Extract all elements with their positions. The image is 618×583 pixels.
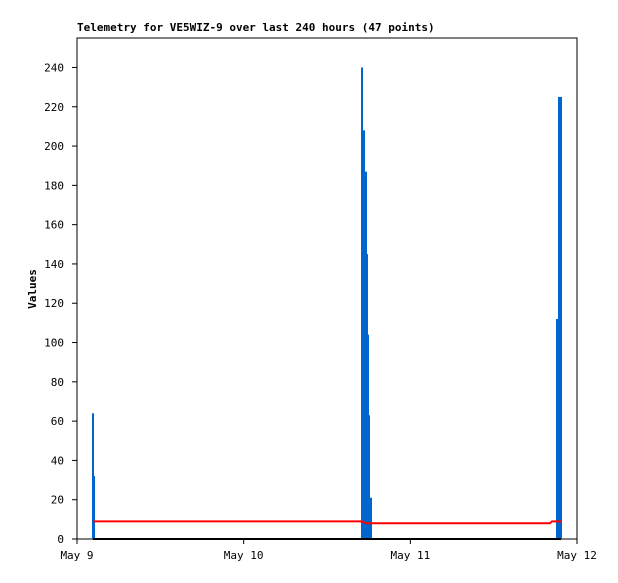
bar xyxy=(556,318,558,539)
x-tick-label: May 9 xyxy=(60,549,93,562)
y-tick-label: 40 xyxy=(51,454,64,467)
y-tick-label: 120 xyxy=(44,297,64,310)
bar xyxy=(363,130,365,539)
x-tick-label: May 11 xyxy=(390,549,430,562)
y-tick-label: 140 xyxy=(44,258,64,271)
y-tick-label: 100 xyxy=(44,337,64,350)
y-tick-label: 220 xyxy=(44,101,64,114)
bar xyxy=(368,415,370,539)
x-tick-label: May 12 xyxy=(557,549,597,562)
y-tick-label: 200 xyxy=(44,140,64,153)
line xyxy=(93,520,561,525)
y-tick-label: 80 xyxy=(51,376,64,389)
y-axis-label: Values xyxy=(26,269,39,309)
bar xyxy=(558,96,560,540)
chart-title: Telemetry for VE5WIZ-9 over last 240 hou… xyxy=(77,21,435,34)
bar xyxy=(560,96,562,540)
y-tick-label: 60 xyxy=(51,415,64,428)
bar xyxy=(370,497,372,539)
y-tick-label: 20 xyxy=(51,494,64,507)
bar xyxy=(93,476,95,539)
x-tick-label: May 10 xyxy=(224,549,264,562)
y-tick-label: 160 xyxy=(44,219,64,232)
y-tick-label: 240 xyxy=(44,61,64,74)
y-tick-label: 180 xyxy=(44,179,64,192)
bar xyxy=(92,413,94,539)
plot-frame xyxy=(76,37,578,540)
y-tick-label: 0 xyxy=(57,533,64,546)
